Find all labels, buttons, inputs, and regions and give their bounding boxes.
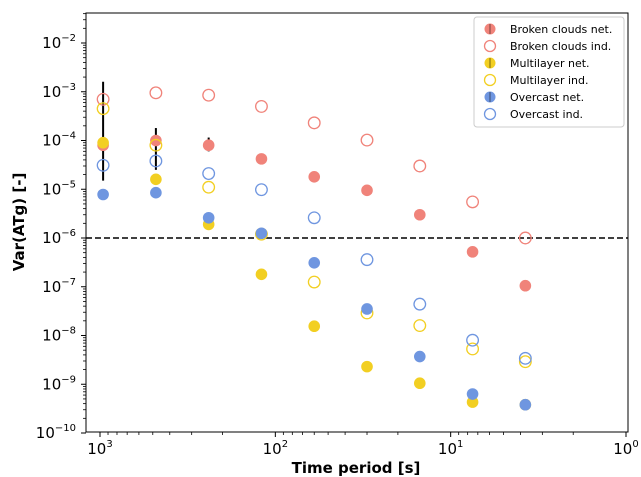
- data-point: [308, 320, 321, 333]
- data-point: [360, 133, 374, 147]
- data-point: [308, 256, 321, 269]
- data-point: [466, 396, 479, 408]
- data-point: [466, 342, 480, 356]
- legend-box: [473, 16, 625, 128]
- data-point: [307, 116, 321, 130]
- x-axis-title: Time period [s]: [292, 459, 421, 477]
- legend-label: Broken clouds net.: [510, 23, 612, 36]
- data-point: [361, 303, 373, 315]
- data-point: [149, 154, 163, 168]
- data-point: [518, 351, 532, 365]
- legend-label: Broken clouds ind.: [510, 40, 611, 53]
- data-point: [149, 86, 163, 100]
- data-point: [307, 211, 321, 225]
- data-point: [202, 139, 215, 152]
- x-tick-label: 101: [438, 439, 463, 458]
- legend-label: Overcast ind.: [510, 108, 583, 121]
- legend: Broken clouds net. Broken clouds ind. Mult…: [473, 16, 625, 128]
- axes: 103 102 101 100 10−2 10−3 10−4 10−5 10−6 10−7 10−8…: [36, 12, 639, 458]
- y-tick-label: 10−8: [42, 326, 76, 345]
- data-point: [466, 388, 479, 400]
- data-point: [466, 195, 480, 209]
- data-point: [150, 173, 162, 186]
- legend-marker: [483, 39, 497, 53]
- y-tick-label: 10−5: [42, 179, 76, 198]
- data-point: [202, 180, 216, 194]
- y-tick-label: 10−2: [42, 33, 76, 52]
- data-point: [466, 246, 479, 258]
- legend-marker: [483, 73, 497, 87]
- data-point: [361, 360, 373, 373]
- x-tick-label: 102: [263, 439, 288, 458]
- data-point: [255, 183, 268, 197]
- x-tick-label: 103: [87, 439, 112, 458]
- data-point: [150, 134, 162, 147]
- data-point: [413, 350, 426, 363]
- data-point: [413, 208, 426, 221]
- data-point: [466, 333, 480, 347]
- data-point: [202, 167, 216, 180]
- data-point: [255, 227, 268, 240]
- data-point: [361, 184, 373, 197]
- legend-label: Multilayer ind.: [510, 74, 589, 87]
- data-point: [255, 99, 268, 113]
- data-point: [308, 171, 321, 183]
- plot-area: [86, 81, 628, 411]
- data-point: [255, 153, 268, 165]
- data-point: [97, 188, 109, 201]
- data-point: [307, 275, 321, 289]
- legend-label: Overcast net.: [510, 91, 584, 104]
- data-point: [413, 297, 427, 311]
- data-point: [202, 211, 215, 224]
- y-tick-label: 10−9: [42, 374, 76, 393]
- data-point: [519, 398, 532, 411]
- data-point: [413, 377, 426, 390]
- data-point: [360, 253, 374, 267]
- plot-frame: [85, 12, 629, 433]
- legend-label: Multilayer net.: [510, 57, 590, 70]
- y-tick-label: 10−10: [36, 423, 76, 442]
- y-tick-label: 10−6: [42, 228, 76, 247]
- x-tick-label: 100: [613, 439, 638, 458]
- data-point: [202, 88, 216, 102]
- data-point: [149, 138, 163, 152]
- data-point: [96, 102, 110, 116]
- data-point: [97, 136, 109, 149]
- data-point: [413, 159, 427, 173]
- data-point: [96, 158, 110, 172]
- y-tick-label: 10−3: [42, 82, 76, 101]
- data-point: [519, 279, 532, 292]
- data-point: [518, 355, 532, 369]
- data-point: [96, 92, 110, 106]
- y-tick-label: 10−7: [42, 277, 76, 296]
- legend-marker: [483, 107, 497, 121]
- y-axis-title: Var(ATg) [-]: [10, 173, 28, 272]
- data-point: [518, 231, 532, 245]
- y-tick-label: 10−4: [42, 131, 76, 150]
- data-point: [150, 186, 162, 199]
- data-point: [413, 319, 427, 332]
- data-point: [255, 268, 268, 281]
